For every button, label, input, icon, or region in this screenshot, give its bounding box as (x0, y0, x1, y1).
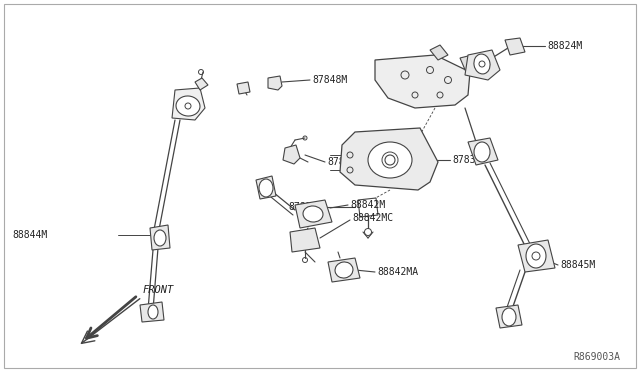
Polygon shape (505, 38, 525, 55)
Polygon shape (358, 198, 378, 217)
Ellipse shape (176, 96, 200, 116)
Polygon shape (295, 200, 332, 228)
Polygon shape (518, 240, 555, 272)
Polygon shape (283, 145, 300, 164)
Ellipse shape (335, 262, 353, 278)
Text: 88842M: 88842M (350, 200, 385, 210)
Polygon shape (468, 138, 498, 165)
Text: 88842MC: 88842MC (352, 213, 393, 223)
Ellipse shape (526, 244, 546, 268)
Ellipse shape (368, 142, 412, 178)
Polygon shape (256, 176, 276, 199)
Polygon shape (430, 45, 448, 60)
Polygon shape (328, 258, 360, 282)
Text: 88824M: 88824M (547, 41, 582, 51)
Ellipse shape (474, 142, 490, 162)
Polygon shape (496, 305, 522, 328)
Text: R869003A: R869003A (573, 352, 620, 362)
Polygon shape (290, 228, 320, 252)
Ellipse shape (303, 206, 323, 222)
Text: 88844M: 88844M (12, 230, 47, 240)
Polygon shape (460, 55, 478, 72)
Polygon shape (237, 82, 250, 94)
Ellipse shape (148, 305, 158, 319)
Polygon shape (140, 302, 164, 322)
Ellipse shape (259, 179, 273, 197)
Ellipse shape (474, 54, 490, 74)
Polygon shape (465, 50, 500, 80)
Text: 87834P: 87834P (452, 155, 487, 165)
Ellipse shape (502, 308, 516, 326)
Polygon shape (195, 78, 208, 90)
Polygon shape (172, 88, 205, 120)
Text: 88842MA: 88842MA (377, 267, 418, 277)
Polygon shape (375, 55, 470, 108)
Text: FRONT: FRONT (143, 285, 174, 295)
Ellipse shape (385, 155, 395, 165)
Polygon shape (150, 225, 170, 250)
Polygon shape (340, 128, 438, 190)
Text: 88845M: 88845M (560, 260, 595, 270)
Text: 87848M: 87848M (312, 75, 348, 85)
Ellipse shape (154, 230, 166, 246)
Text: 87850: 87850 (289, 202, 318, 212)
Polygon shape (268, 76, 282, 90)
Text: 87824P: 87824P (327, 157, 362, 167)
